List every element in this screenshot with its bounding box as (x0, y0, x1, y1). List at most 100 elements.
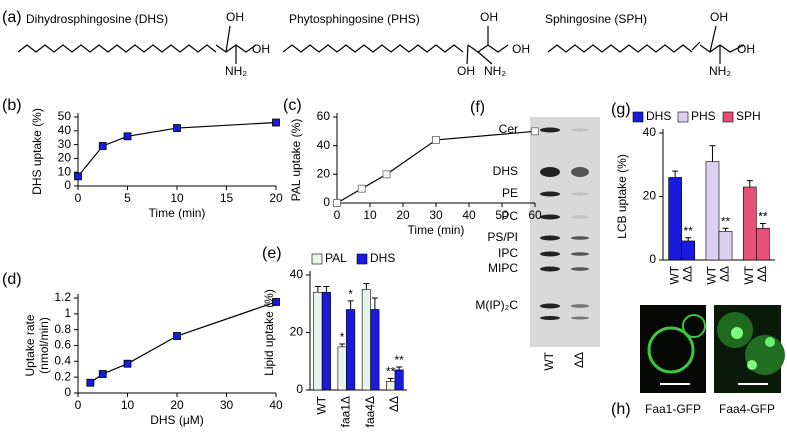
legend-label: PAL (325, 251, 347, 265)
y-tick-label: 0.2 (54, 369, 71, 383)
marker (123, 359, 132, 368)
x-tick-label: 50 (495, 208, 509, 222)
chain (467, 44, 509, 53)
band (540, 304, 560, 308)
bar (681, 240, 696, 261)
atom-label: OH (480, 10, 498, 24)
x-tick-label: 10 (363, 208, 377, 222)
legend-swatch (677, 111, 689, 123)
y-tick-label: 1 (64, 306, 71, 320)
chain (547, 44, 693, 53)
y-axis-label: LCB uptake (%) (615, 154, 629, 239)
significance: ** (758, 210, 768, 224)
y-tick-label: 20 (317, 167, 331, 181)
marker (123, 132, 132, 141)
panel-label: (a) (2, 9, 22, 26)
y-tick-label: 20 (643, 189, 657, 203)
marker (357, 184, 366, 193)
lane-label: ΔΔ (572, 352, 586, 368)
atom-label: OH (226, 10, 244, 24)
y-tick-label: 40 (317, 138, 331, 152)
band (571, 192, 589, 196)
band-label: PE (502, 186, 518, 200)
band (571, 304, 589, 308)
y-axis-label: (nmol/min) (37, 317, 51, 374)
legend-swatch (632, 111, 644, 123)
y-axis-label: DHS uptake (%) (30, 108, 44, 195)
panel-label: (f) (470, 99, 485, 116)
significance: ** (721, 214, 731, 228)
x-tick-label: 0 (75, 398, 82, 412)
legend-swatch (356, 253, 368, 265)
y-tick-label: 0.4 (54, 354, 71, 368)
y-tick-label: 40 (58, 123, 72, 137)
band (540, 266, 560, 272)
bar (756, 227, 770, 261)
bar (705, 161, 720, 261)
y-tick-label: 0.8 (54, 322, 71, 336)
tlc-plate (530, 117, 600, 347)
panel-label: (e) (262, 245, 282, 262)
y-tick-label: 20 (58, 151, 72, 165)
marker (333, 199, 341, 207)
atom-label: OH (457, 64, 475, 78)
bar (346, 309, 356, 391)
legend-label: DHS (370, 251, 395, 265)
bar (386, 381, 396, 391)
panel-label: (b) (2, 97, 22, 114)
cell (682, 314, 706, 338)
band-label: PC (501, 209, 518, 223)
x-tick-label: ΔΔ (680, 266, 694, 282)
x-tick-label: ΔΔ (755, 266, 769, 282)
y-axis-label: Uptake rate (23, 314, 37, 376)
legend-label: PHS (691, 109, 716, 123)
marker (272, 118, 280, 127)
panel-label: (h) (611, 401, 631, 418)
y-tick-label: 10 (58, 164, 72, 178)
bar (313, 291, 323, 391)
y-tick-label: 0 (323, 195, 330, 209)
band-label: MIPC (488, 261, 518, 275)
x-axis-label: Time (min) (149, 206, 206, 220)
x-tick-label: ΔΔ (718, 266, 732, 282)
band-label: M(IP)₂C (475, 298, 518, 312)
bar (370, 309, 380, 391)
x-tick-label: 20 (269, 191, 283, 205)
marker (98, 142, 107, 150)
bar (742, 186, 757, 261)
x-tick-label: 30 (220, 398, 234, 412)
x-tick-label: 20 (396, 208, 410, 222)
structure-name: Sphingosine (SPH) (545, 12, 647, 26)
y-tick-label: 1.2 (54, 290, 71, 304)
x-axis-label: Time (min) (408, 223, 465, 237)
band (540, 167, 560, 177)
y-axis-label: PAL uptake (%) (289, 119, 303, 202)
marker (531, 127, 539, 136)
x-tick-label: ΔΔ (387, 396, 401, 412)
band (540, 316, 560, 320)
x-tick-label: faa4Δ (363, 396, 377, 427)
bond (466, 44, 469, 65)
atom-label: OH (737, 42, 755, 56)
band (571, 167, 589, 177)
band (540, 191, 560, 197)
atom-label: OH (512, 42, 530, 56)
band (571, 236, 589, 240)
y-tick-label: 0 (64, 178, 71, 192)
atom-label: NH₂ (484, 64, 506, 78)
x-axis-label: DHS (μM) (150, 413, 204, 427)
panel-label: (d) (2, 271, 22, 288)
bond (709, 25, 717, 53)
x-tick-label: 0 (334, 208, 341, 222)
atom-label: NH₂ (709, 64, 731, 78)
marker (382, 170, 391, 179)
significance: ** (386, 365, 396, 379)
cell (647, 326, 695, 374)
line (90, 301, 277, 384)
bar (321, 291, 331, 391)
significance: ** (684, 224, 694, 238)
band (540, 251, 560, 257)
bar (337, 346, 347, 391)
